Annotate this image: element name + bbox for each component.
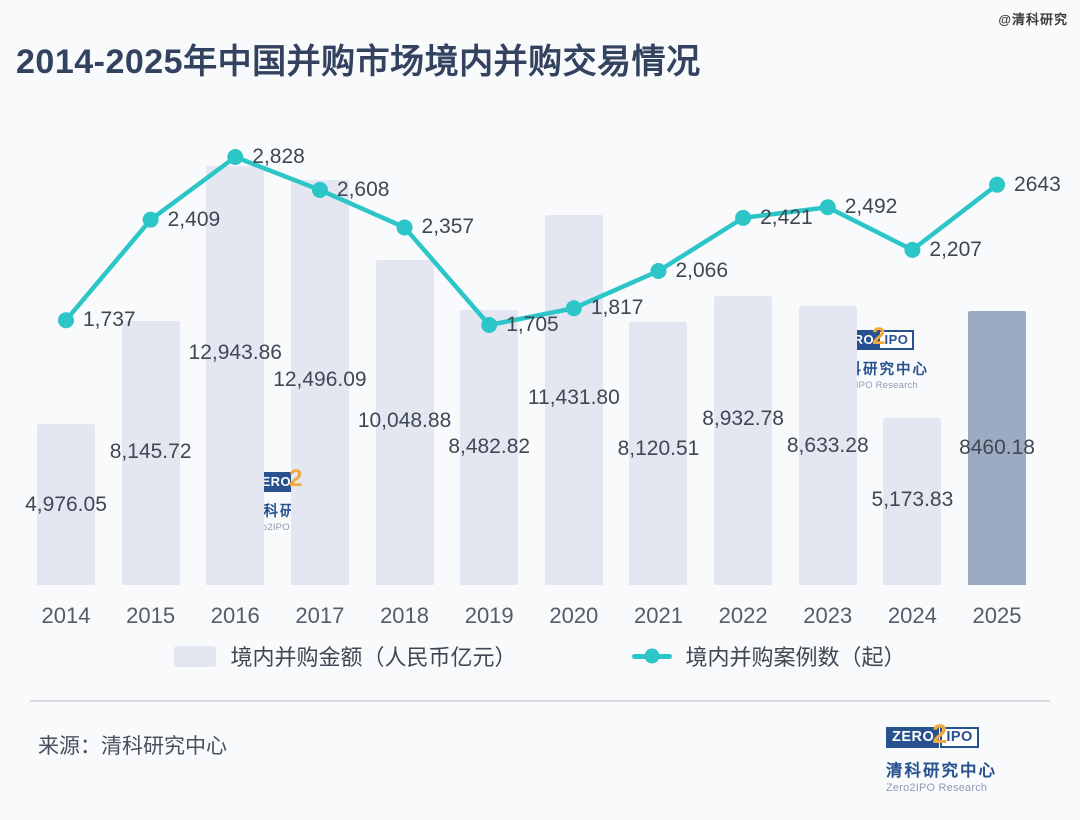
line-point-2018[interactable] (396, 219, 413, 236)
bar-2016[interactable] (206, 165, 265, 585)
line-value-label-2015: 2,409 (167, 207, 221, 231)
bar-value-label-2018: 10,048.88 (357, 409, 452, 432)
bar-value-label-2019: 8,482.82 (448, 435, 531, 458)
page-title: 2014-2025年中国并购市场境内并购交易情况 (16, 43, 701, 81)
bar-value-label-2021: 8,120.51 (617, 437, 700, 460)
zero2ipo-logo-mark: ZERO 2 IPO (886, 719, 997, 753)
bar-2019[interactable] (460, 310, 519, 585)
bar-2021[interactable] (629, 322, 688, 585)
line-series-dot-icon (644, 648, 659, 664)
logo-ipo-box: IPO (878, 330, 915, 350)
bar-value-label-2014: 4,976.05 (25, 493, 107, 516)
line-point-2017[interactable] (311, 181, 328, 198)
line-point-2021[interactable] (650, 262, 667, 279)
logo-english-name: Zero2IPO Research (830, 380, 918, 391)
line-value-label-2020: 1,817 (590, 296, 644, 320)
logo-ipo-box: IPO (940, 727, 979, 748)
x-axis-label-2025: 2025 (972, 603, 1022, 628)
x-axis-label-2023: 2023 (803, 603, 853, 628)
legend-label-count: 境内并购案例数（起） (685, 645, 906, 670)
bar-2014[interactable] (37, 423, 95, 585)
zero2ipo-footer-logo: ZERO 2 IPO 清科研究中心 Zero2IPO Research (886, 719, 997, 794)
line-value-label-2025: 2643 (1014, 172, 1061, 196)
logo-chinese-name: 清科研究中心 (886, 762, 997, 780)
line-value-label-2014: 1,737 (83, 308, 136, 332)
bar-2015[interactable] (121, 321, 180, 585)
x-axis-label-2014: 2014 (41, 603, 91, 628)
line-point-2019[interactable] (481, 317, 498, 333)
line-value-label-2018: 2,357 (421, 215, 475, 239)
line-path (64, 154, 999, 328)
bar-value-label-2024: 5,173.83 (871, 488, 954, 511)
line-value-label-2017: 2,608 (336, 177, 390, 201)
x-axis-label-2022: 2022 (718, 603, 768, 628)
line-point-2022[interactable] (735, 209, 752, 226)
bar-2020[interactable] (544, 214, 603, 585)
line-point-2024[interactable] (904, 241, 921, 258)
line-value-label-2024: 2,207 (929, 237, 982, 261)
x-axis-label-2021: 2021 (633, 603, 683, 628)
line-point-2016[interactable] (227, 148, 244, 165)
line-value-label-2023: 2,492 (844, 195, 898, 219)
combo-chart: ZERO 2 IPO 清科研究中心 Zero2IPO Research ZERO… (25, 144, 1061, 628)
x-axis-label-2020: 2020 (549, 603, 599, 628)
chart-legend: 境内并购金额（人民币亿元） 境内并购案例数（起） (0, 640, 1080, 672)
logo-zero-box: ZERO (886, 727, 940, 748)
logo-english-name: Zero2IPO Research (886, 782, 988, 794)
bar-value-label-2023: 8,633.28 (786, 434, 869, 457)
x-axis-label-2016: 2016 (210, 603, 260, 628)
bar-2023[interactable] (798, 305, 857, 585)
line-point-2020[interactable] (565, 300, 582, 317)
top-watermark-text: @清科研究 (998, 12, 1068, 27)
x-axis-label-2015: 2015 (126, 603, 176, 628)
line-point-2023[interactable] (819, 199, 836, 216)
bar-2022[interactable] (714, 295, 773, 585)
bar-2024[interactable] (883, 417, 942, 585)
logo-english-name: Zero2IPO Research (247, 522, 335, 533)
bar-series-swatch (174, 645, 217, 667)
x-axis-label-2024: 2024 (887, 603, 937, 628)
source-text: 来源：清科研究中心 (38, 735, 227, 758)
bar-2018[interactable] (375, 259, 434, 585)
line-point-2015[interactable] (142, 211, 159, 228)
bar-value-label-2015: 8,145.72 (109, 440, 192, 463)
footer-divider (30, 700, 1050, 702)
bar-2017[interactable] (290, 180, 349, 585)
line-point-2025[interactable] (989, 176, 1006, 193)
line-value-label-2022: 2,421 (760, 205, 813, 229)
x-axis-label-2017: 2017 (295, 603, 345, 628)
line-value-label-2016: 2,828 (252, 144, 305, 168)
legend-item-amount[interactable]: 境内并购金额（人民币亿元） (174, 640, 517, 672)
legend-item-count[interactable]: 境内并购案例数（起） (631, 640, 906, 672)
line-value-label-2019: 1,705 (506, 313, 559, 336)
bar-value-label-2025: 8460.18 (959, 436, 1035, 459)
line-point-2014[interactable] (58, 312, 74, 329)
line-series-marker-icon (631, 648, 672, 664)
bar-value-label-2017: 12,496.09 (273, 368, 367, 391)
legend-label-amount: 境内并购金额（人民币亿元） (230, 645, 517, 670)
bar-2025[interactable] (968, 311, 1027, 585)
bar-value-label-2022: 8,932.78 (702, 407, 784, 430)
bar-value-label-2016: 12,943.86 (188, 341, 282, 364)
logo-two-numeral: 2 (872, 323, 886, 350)
logo-two-numeral: 2 (289, 465, 303, 492)
line-value-label-2021: 2,066 (675, 258, 729, 282)
bar-value-label-2020: 11,431.80 (527, 386, 620, 409)
logo-two-numeral: 2 (932, 719, 948, 749)
line-series (58, 148, 1006, 333)
x-axis-label-2019: 2019 (464, 603, 514, 628)
x-axis-label-2018: 2018 (380, 603, 430, 628)
